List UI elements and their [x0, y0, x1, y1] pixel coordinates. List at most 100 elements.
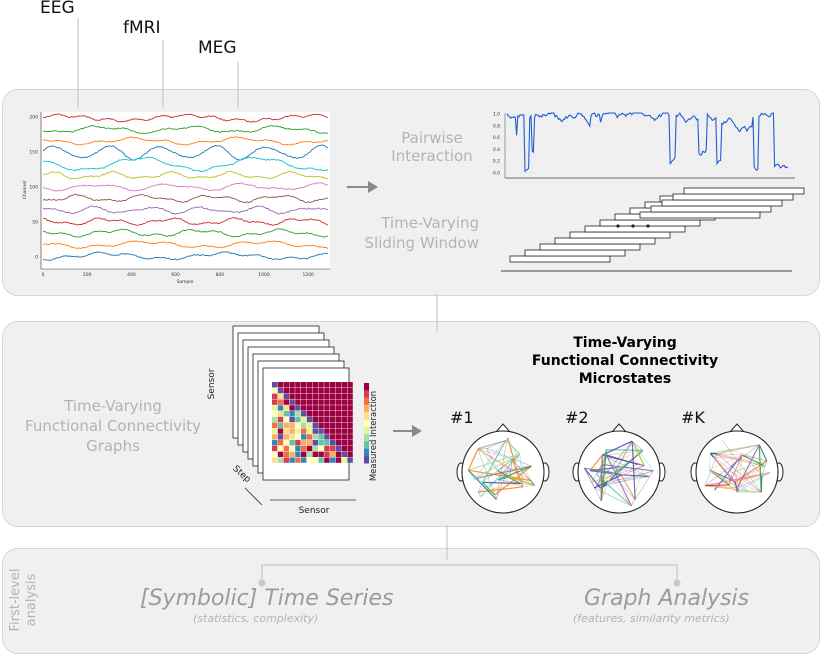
eeg-xtick-label: 600 — [171, 272, 180, 278]
connectivity-edge — [631, 440, 654, 472]
connectivity-edge — [594, 487, 632, 507]
matrix-cell — [283, 416, 289, 423]
matrix-cell — [289, 451, 295, 457]
matrix-cell — [295, 399, 301, 405]
matrix-cell — [306, 399, 313, 405]
matrix-cell — [335, 411, 342, 417]
connectivity-edge — [473, 453, 521, 480]
connectivity-edge — [631, 440, 645, 466]
eeg-ylabel: Channel — [22, 181, 28, 199]
step-axis — [244, 487, 263, 506]
matrix-cell — [324, 422, 330, 428]
connectivity-edge — [482, 482, 496, 496]
connectivity-edge — [482, 481, 496, 496]
matrix-cell — [272, 440, 278, 446]
label-first-level-line1: First-level — [8, 568, 23, 632]
label-graphs-line2: Functional Connectivity — [25, 417, 201, 435]
connectivity-edge — [498, 466, 519, 481]
connectivity-edge — [601, 440, 633, 456]
matrix-cell — [335, 457, 342, 463]
matrix-cell — [347, 416, 353, 423]
connectivity-edge — [482, 481, 521, 485]
matrix-cell — [330, 399, 336, 405]
connectivity-edge — [709, 454, 743, 471]
matrix-cell — [283, 434, 289, 440]
eeg-ytick-label: 100 — [29, 185, 38, 191]
connectivity-edge — [615, 464, 639, 474]
connectivity-edge — [713, 449, 730, 458]
matrix-cell — [306, 416, 313, 423]
matrix-cell — [330, 411, 336, 417]
eeg-trace — [42, 156, 329, 173]
connectivity-edge — [632, 440, 643, 451]
matrix-cell — [272, 445, 278, 452]
eeg-xtick-label: 200 — [83, 272, 92, 278]
matrix-cell — [312, 411, 318, 417]
matrix-cell — [295, 434, 301, 440]
matrix-cell — [301, 416, 307, 423]
sliding-windows — [509, 187, 805, 263]
matrix-cell — [295, 393, 301, 399]
matrix-cell — [341, 399, 347, 405]
matrix-cell — [347, 393, 353, 399]
connectivity-edge — [514, 462, 519, 467]
colorbar-segment — [364, 456, 369, 464]
label-pairwise-line1: Pairwise — [401, 129, 463, 147]
matrix-cell — [306, 457, 313, 463]
colorbar-segment — [364, 448, 369, 457]
matrix-cell — [306, 445, 313, 452]
connectivity-edge — [518, 466, 535, 486]
graph-analysis-subtitle: (features, similarity metrics) — [573, 612, 730, 625]
matrix-cell — [301, 405, 307, 411]
connectivity-edge — [605, 454, 632, 507]
matrix-cell — [283, 399, 289, 405]
matrix-cell — [335, 445, 342, 452]
axis-sensor-bottom: Sensor — [299, 506, 330, 516]
connectivity-edge — [482, 453, 520, 483]
analysis-connector — [258, 564, 681, 587]
matrix-cell — [347, 451, 353, 457]
colorbar-segment — [364, 404, 369, 413]
connectivity-edge — [631, 441, 636, 500]
connectivity-edge — [732, 472, 762, 493]
eeg-ytick-label: 50 — [32, 220, 38, 226]
connectivity-edge — [478, 447, 520, 455]
matrix-cell — [341, 405, 347, 411]
matrix-cell — [283, 387, 289, 394]
connectivity-edge — [590, 470, 622, 476]
matrix-cell — [318, 393, 324, 399]
matrix-cell — [277, 416, 284, 423]
matrix-cell — [283, 445, 289, 452]
connectivity-edge — [721, 439, 762, 493]
head-connectome — [572, 423, 666, 514]
matrix-cell — [277, 440, 284, 446]
matrix-cell — [330, 445, 336, 452]
matrix-cell — [330, 393, 336, 399]
connectivity-edge — [477, 448, 513, 460]
matrix-cell — [341, 382, 347, 388]
matrix-cell — [318, 451, 324, 457]
connectivity-edge — [594, 440, 633, 489]
matrix-cell — [335, 434, 342, 440]
matrix-cell — [324, 382, 330, 388]
matrix-cell — [272, 428, 278, 434]
interaction-ytick-label: 0.2 — [493, 159, 500, 165]
eeg-trace — [42, 182, 329, 192]
matrix-cell — [318, 399, 324, 405]
connectivity-edge — [606, 454, 639, 466]
connectivity-edge — [710, 444, 760, 454]
connectivity-edge — [717, 444, 760, 455]
matrix-cell — [318, 411, 324, 417]
matrix-cell — [324, 457, 330, 463]
matrix-cell — [295, 416, 301, 423]
connectivity-edge — [741, 454, 767, 462]
matrix-cell — [312, 457, 318, 463]
matrix-cell — [272, 434, 278, 440]
label-sliding-line2: Sliding Window — [364, 234, 480, 252]
matrix-cell — [283, 440, 289, 446]
connectivity-edge — [616, 467, 636, 500]
connectivity-edge — [717, 453, 762, 493]
connectivity-edge — [734, 481, 748, 492]
connectivity-edge — [709, 469, 736, 482]
window-rect — [683, 187, 805, 195]
